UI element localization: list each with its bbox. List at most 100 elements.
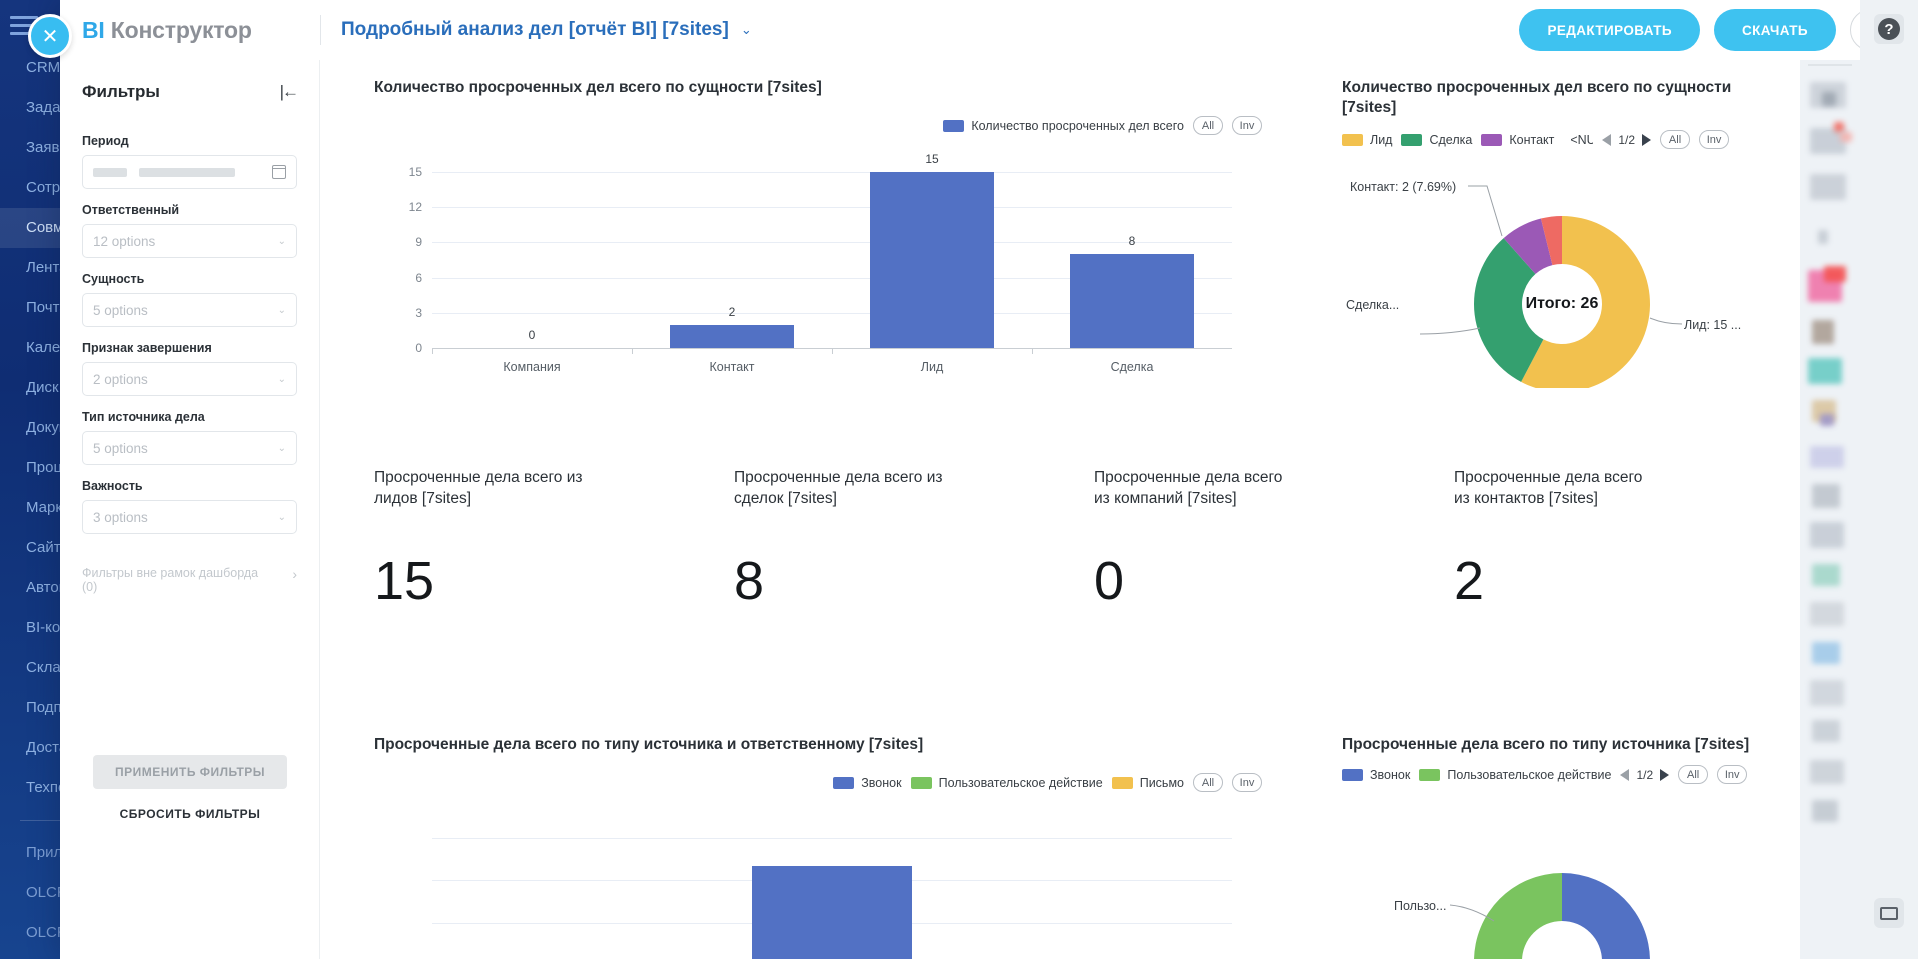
gridline xyxy=(432,837,1232,839)
legend-all-button[interactable]: All xyxy=(1193,116,1223,135)
kpi-title: Просроченные дела всего из лидов [7sites… xyxy=(374,469,583,507)
bar[interactable] xyxy=(752,865,912,959)
legend-all-button[interactable]: All xyxy=(1660,130,1691,149)
filter-field-5[interactable]: 3 options ⌄ xyxy=(82,500,297,534)
filter-field-4[interactable]: 5 options ⌄ xyxy=(82,431,297,465)
minimap-thumbnail-9[interactable] xyxy=(1812,320,1834,344)
legend-item[interactable]: Пользовательское действие xyxy=(910,776,1103,790)
minimap-thumbnail-8[interactable] xyxy=(1824,266,1846,282)
filter-field-3[interactable]: 2 options ⌄ xyxy=(82,362,297,396)
legend-swatch-icon xyxy=(910,776,932,789)
dashboard-title-dropdown[interactable]: Подробный анализ дел [отчёт BI] [7sites]… xyxy=(341,19,752,41)
widget-bar-source-owner: Просроченные дела всего по типу источник… xyxy=(374,735,1274,959)
chevron-down-icon[interactable]: ⌄ xyxy=(277,304,286,316)
legend-item[interactable]: Сделка xyxy=(1401,133,1472,147)
legend-inv-button[interactable]: Inv xyxy=(1232,116,1262,135)
legend-swatch-icon xyxy=(1401,133,1423,146)
crm-nav-item-6[interactable]: Почта xyxy=(26,299,68,316)
minimap-thumbnail-19[interactable] xyxy=(1810,680,1844,706)
minimap-thumbnail-17[interactable] xyxy=(1810,602,1844,626)
donut-annotation-deal: Сделка... xyxy=(1346,298,1400,312)
minimap-thumbnail-22[interactable] xyxy=(1812,800,1838,822)
edit-button[interactable]: РЕДАКТИРОВАТЬ xyxy=(1519,9,1700,51)
download-button[interactable]: СКАЧАТЬ xyxy=(1713,9,1836,51)
minimap-thumbnail-10[interactable] xyxy=(1808,358,1842,384)
chevron-down-icon[interactable]: ⌄ xyxy=(277,373,286,385)
minimap-thumbnail-16[interactable] xyxy=(1812,564,1840,586)
collapse-panel-icon[interactable]: |← xyxy=(279,82,299,101)
minimap-thumbnail-14[interactable] xyxy=(1812,484,1840,508)
dashboard-minimap[interactable] xyxy=(1800,0,1860,959)
crm-nav-item-0[interactable]: CRM xyxy=(26,59,61,76)
legend-item[interactable]: Количество просроченных дел всего xyxy=(943,119,1184,133)
legend-swatch-icon xyxy=(1111,776,1133,789)
chevron-down-icon[interactable]: ⌄ xyxy=(277,442,286,454)
legend-item[interactable]: Письмо xyxy=(1111,776,1184,790)
donut-slice-0[interactable] xyxy=(1521,216,1650,392)
support-chat-button[interactable] xyxy=(1874,898,1904,928)
x-axis-tick: Сделка xyxy=(1110,360,1154,374)
minimap-thumbnail-4[interactable] xyxy=(1840,132,1852,142)
donut-slice-1[interactable] xyxy=(1474,873,1562,959)
minimap-thumbnail-1[interactable] xyxy=(1822,92,1836,106)
close-icon[interactable]: ✕ xyxy=(28,14,72,58)
gridline xyxy=(432,207,1232,209)
crm-nav-item-8[interactable]: Диск xyxy=(26,379,59,396)
calendar-icon[interactable] xyxy=(271,165,287,179)
legend-inv-button[interactable]: Inv xyxy=(1717,765,1748,784)
donut-plot-area: Итого: 26 Контакт: 2 (7.69%) Сделка... Л… xyxy=(1342,158,1812,392)
minimap-thumbnail-3[interactable] xyxy=(1834,122,1844,132)
pager-prev-icon[interactable] xyxy=(1620,768,1630,781)
minimap-thumbnail-20[interactable] xyxy=(1812,720,1840,742)
minimap-thumbnail-12[interactable] xyxy=(1820,414,1834,426)
filter-field-1[interactable]: 12 options ⌄ xyxy=(82,224,297,258)
chevron-down-icon[interactable]: ⌄ xyxy=(277,511,286,523)
minimap-thumbnail-13[interactable] xyxy=(1810,446,1844,468)
pager-next-icon[interactable] xyxy=(1660,768,1670,781)
legend-swatch-icon xyxy=(943,119,965,132)
legend-item[interactable]: Контакт xyxy=(1481,133,1554,147)
crm-nav-item-5[interactable]: Лента xyxy=(26,259,68,276)
apply-filters-button[interactable]: ПРИМЕНИТЬ ФИЛЬТРЫ xyxy=(92,755,288,789)
bar[interactable] xyxy=(670,324,794,348)
filter-field-0[interactable] xyxy=(82,155,297,189)
bar[interactable] xyxy=(870,172,994,348)
legend-inv-button[interactable]: Inv xyxy=(1699,130,1730,149)
menu-burger-icon[interactable] xyxy=(10,16,38,36)
legend-item[interactable]: Звонок xyxy=(1342,768,1410,782)
pager-next-icon[interactable] xyxy=(1642,133,1652,146)
dashboard-canvas: Количество просроченных дел всего по сущ… xyxy=(320,60,1860,959)
filter-field-2[interactable]: 5 options ⌄ xyxy=(82,293,297,327)
help-button[interactable]: ? xyxy=(1874,14,1904,44)
legend-all-button[interactable]: All xyxy=(1193,773,1223,792)
filters-panel: Фильтры |← Период Ответственный 12 options… xyxy=(60,60,320,959)
chevron-down-icon[interactable]: ⌄ xyxy=(740,22,752,37)
legend-item[interactable]: Звонок xyxy=(833,776,902,790)
pager-prev-icon[interactable] xyxy=(1602,133,1612,146)
chart-legend: Звонок Пользовательское действие 1/2 All… xyxy=(1342,765,1748,784)
crm-nav-item-15[interactable]: Склад xyxy=(26,659,70,676)
outside-filters-link[interactable]: Фильтры вне рамок дашборда (0) › xyxy=(82,566,297,594)
donut-slice-0[interactable] xyxy=(1562,873,1650,959)
legend-all-button[interactable]: All xyxy=(1678,765,1709,784)
legend-item[interactable]: <NULL> xyxy=(1563,133,1593,147)
kpi-value: 8 xyxy=(734,550,765,611)
legend-inv-button[interactable]: Inv xyxy=(1232,773,1262,792)
filter-label-2: Сущность xyxy=(82,272,145,286)
kpi-card-0: Просроченные дела всего из лидов [7sites… xyxy=(374,468,704,688)
reset-filters-button[interactable]: СБРОСИТЬ ФИЛЬТРЫ xyxy=(119,807,261,821)
donut-slice-3[interactable] xyxy=(1540,216,1562,266)
minimap-thumbnail-6[interactable] xyxy=(1818,230,1828,244)
legend-item[interactable]: Пользовательское действие xyxy=(1419,768,1611,782)
minimap-thumbnail-21[interactable] xyxy=(1810,760,1844,784)
donut-slice-1[interactable] xyxy=(1474,238,1544,382)
chevron-down-icon[interactable]: ⌄ xyxy=(277,235,286,247)
bar[interactable] xyxy=(1070,254,1194,348)
minimap-thumbnail-5[interactable] xyxy=(1810,174,1846,200)
legend-item[interactable]: Лид xyxy=(1342,133,1392,147)
donut-slice-2[interactable] xyxy=(1503,218,1553,275)
y-axis-tick: 9 xyxy=(415,235,422,250)
minimap-thumbnail-15[interactable] xyxy=(1810,522,1844,548)
minimap-thumbnail-18[interactable] xyxy=(1812,642,1840,664)
gridline xyxy=(432,277,1232,279)
